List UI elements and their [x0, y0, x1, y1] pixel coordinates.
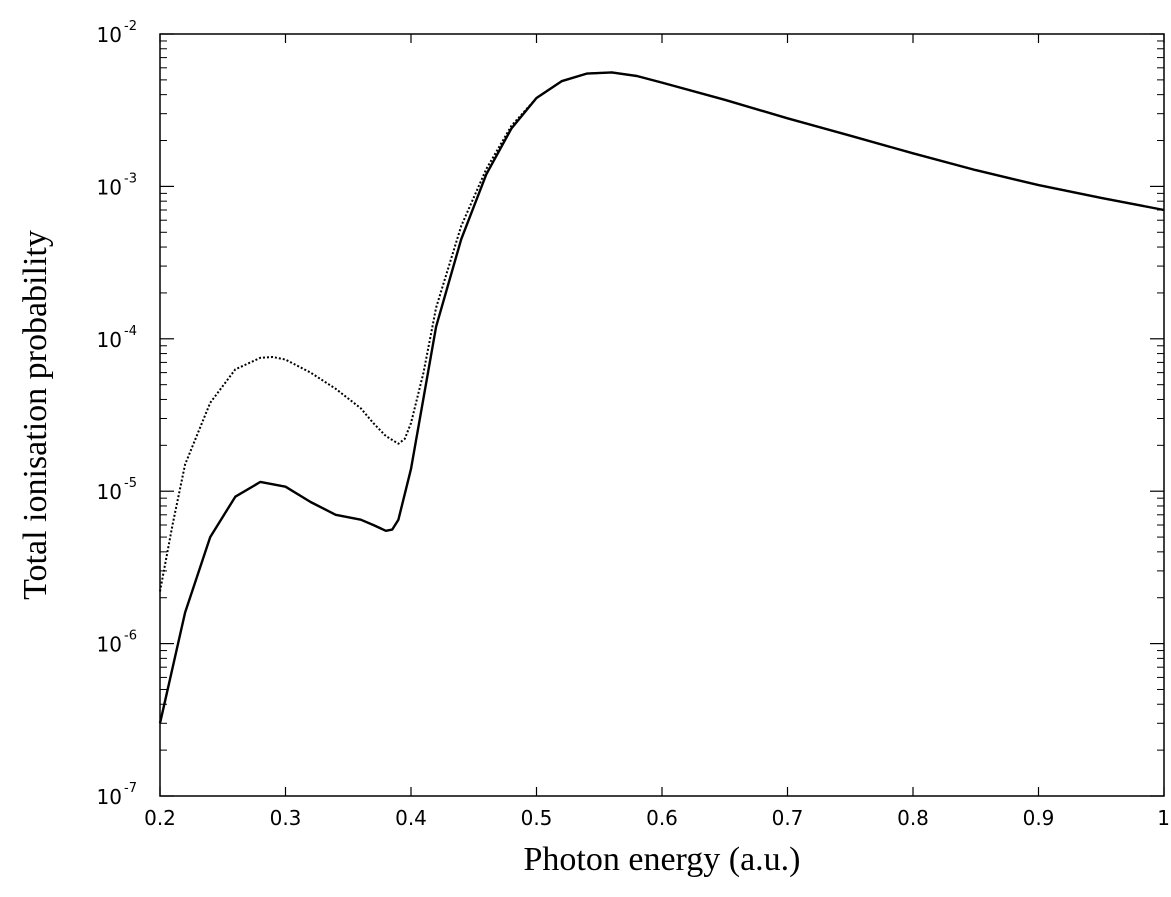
y-tick-exponent: -4 [124, 324, 137, 339]
series-layer [158, 71, 1165, 724]
x-tick-label: 0.6 [646, 806, 678, 830]
x-tick-label: 0.3 [270, 806, 302, 830]
y-axis-ticks: 10-710-610-510-410-310-2 [97, 19, 1164, 809]
y-tick-label: 10 [97, 480, 122, 504]
x-tick-label: 0.9 [1023, 806, 1055, 830]
series-line-dotted [159, 71, 1165, 592]
x-tick-label: 0.5 [521, 806, 553, 830]
x-tick-label: 0.7 [772, 806, 804, 830]
x-axis-ticks: 0.2 0.3 0.4 0.5 0.6 0.7 0.8 0.9 1 [144, 34, 1170, 830]
y-tick-exponent: -7 [124, 781, 137, 796]
y-tick-label: 10 [97, 633, 122, 657]
x-tick-label: 0.2 [144, 806, 176, 830]
x-tick-label: 0.4 [395, 806, 427, 830]
plot-frame [159, 33, 1165, 797]
series-line-solid [158, 71, 1165, 724]
y-tick-exponent: -5 [124, 476, 137, 491]
x-axis-title: Photon energy (a.u.) [524, 841, 801, 878]
y-tick-exponent: -6 [124, 629, 137, 644]
y-tick-exponent: -2 [124, 19, 137, 34]
y-tick-label: 10 [97, 785, 122, 809]
y-tick-label: 10 [97, 175, 122, 199]
x-tick-label: 0.8 [897, 806, 929, 830]
y-tick-label: 10 [97, 23, 122, 47]
x-tick-label: 1 [1157, 806, 1170, 830]
y-tick-label: 10 [97, 328, 122, 352]
y-tick-exponent: -3 [124, 171, 137, 186]
y-axis-title: Total ionisation probability [17, 230, 54, 600]
